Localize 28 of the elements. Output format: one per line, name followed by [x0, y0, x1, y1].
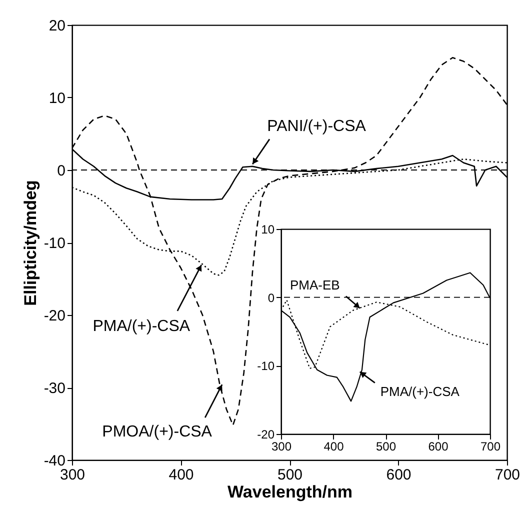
- x-tick-label: 600: [428, 440, 449, 454]
- y-tick-label: -20: [257, 428, 275, 442]
- x-tick-label: 400: [168, 466, 194, 484]
- annotation: PMA/(+)-CSA: [380, 384, 460, 399]
- y-tick-label: 0: [57, 162, 66, 180]
- x-tick-label: 400: [324, 440, 344, 454]
- y-tick-label: -40: [44, 452, 66, 470]
- y-tick-label: 0: [268, 290, 275, 305]
- y-tick-label: 20: [48, 18, 66, 34]
- y-tick-label: -30: [44, 380, 66, 397]
- y-axis-title: Ellipticity/mdeg: [20, 180, 40, 306]
- y-tick-label: 10: [48, 90, 66, 107]
- y-tick-label: -10: [257, 359, 275, 374]
- y-tick-label: 10: [261, 222, 275, 236]
- x-axis-title: Wavelength/nm: [228, 482, 352, 502]
- annotation: PMOA/(+)-CSA: [102, 424, 212, 441]
- x-tick-label: 500: [376, 440, 396, 454]
- x-tick-label: 700: [480, 440, 501, 454]
- annotation: PMA-EB: [290, 277, 340, 292]
- x-tick-label: 600: [386, 466, 412, 484]
- annotation: PMA/(+)-CSA: [92, 318, 190, 335]
- x-tick-label: 300: [60, 466, 86, 484]
- y-tick-label: -10: [44, 235, 66, 252]
- x-tick-label: 500: [277, 466, 303, 484]
- y-tick-label: -20: [44, 308, 66, 324]
- annotation: PANI/(+)-CSA: [267, 118, 366, 136]
- x-tick-label: 300: [271, 440, 292, 454]
- x-tick-label: 700: [494, 466, 520, 484]
